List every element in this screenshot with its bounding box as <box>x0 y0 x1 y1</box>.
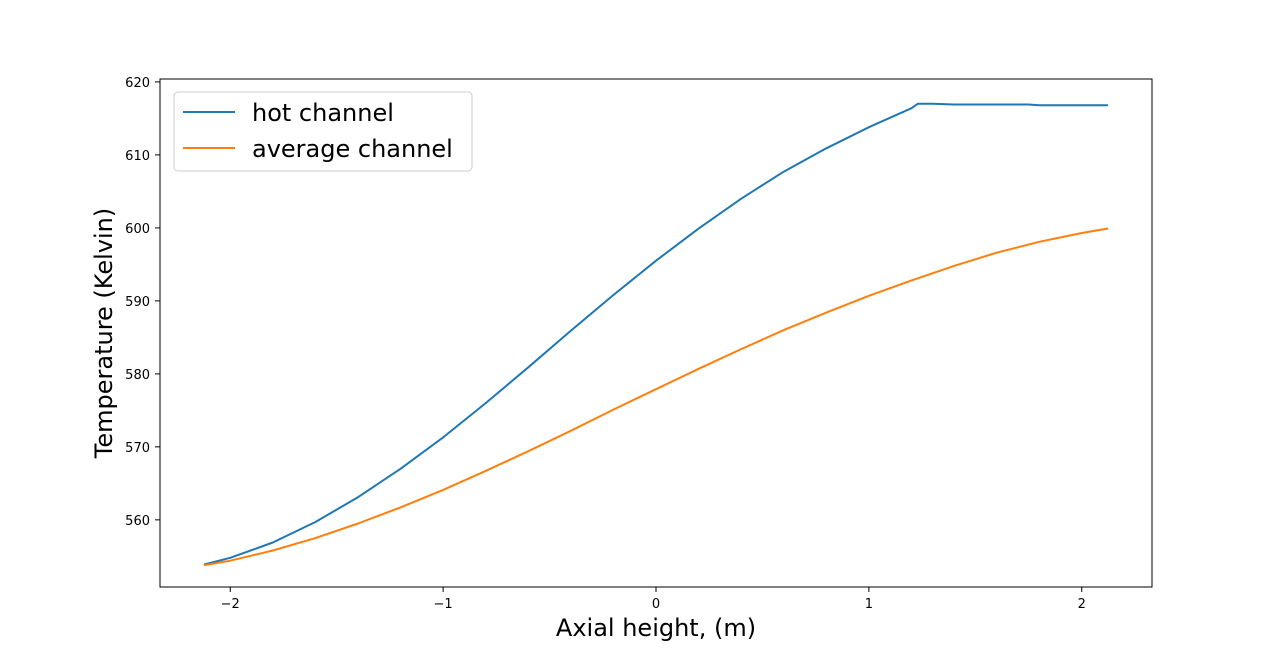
series-line-hot-channel <box>203 102 1109 566</box>
x-tick-label: 2 <box>1078 597 1086 612</box>
legend-label-average-channel: average channel <box>252 135 453 163</box>
y-tick-label: 610 <box>125 149 150 164</box>
x-tick-label: 1 <box>865 597 873 612</box>
legend-box <box>173 91 473 172</box>
y-tick-label: 570 <box>125 441 150 456</box>
y-axis-title: Temperature (Kelvin) <box>90 208 118 459</box>
x-axis-title: Axial height, (m) <box>556 614 756 642</box>
x-tick-label: −1 <box>434 597 453 612</box>
x-tick-label: −2 <box>221 597 240 612</box>
series-line-average-channel <box>203 227 1109 567</box>
y-tick-label: 600 <box>125 222 150 237</box>
legend-label-hot-channel: hot channel <box>252 99 394 127</box>
y-tick-label: 580 <box>125 368 150 383</box>
series-layer <box>203 102 1109 567</box>
legend: hot channel average channel <box>173 91 473 172</box>
x-axis: −2 −1 0 1 2 <box>221 587 1086 612</box>
y-tick-label: 590 <box>125 295 150 310</box>
y-axis: 560 570 580 590 600 610 620 <box>125 76 160 529</box>
x-tick-label: 0 <box>652 597 660 612</box>
y-tick-label: 560 <box>125 514 150 529</box>
y-tick-label: 620 <box>125 76 150 91</box>
